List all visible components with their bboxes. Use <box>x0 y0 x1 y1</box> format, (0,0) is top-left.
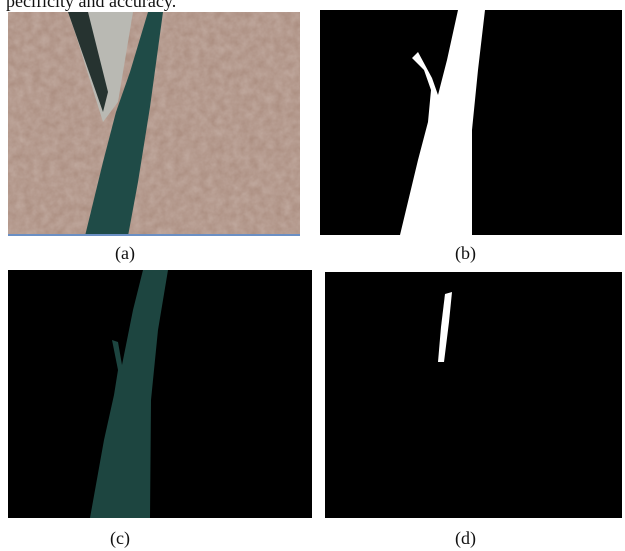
figure: pecificity and accuracy. (a) (b) (c) (d) <box>0 0 625 551</box>
panel-label: (b) <box>455 243 476 264</box>
panel-d-image <box>325 272 622 518</box>
panel-a-image <box>8 12 300 236</box>
panel-label: (c) <box>110 528 130 549</box>
panel-label: (a) <box>115 243 135 264</box>
panel-c-image <box>8 270 312 518</box>
panel-label: (d) <box>455 528 476 549</box>
panel-b-image <box>320 10 622 235</box>
body-text: pecificity and accuracy. <box>6 0 176 12</box>
